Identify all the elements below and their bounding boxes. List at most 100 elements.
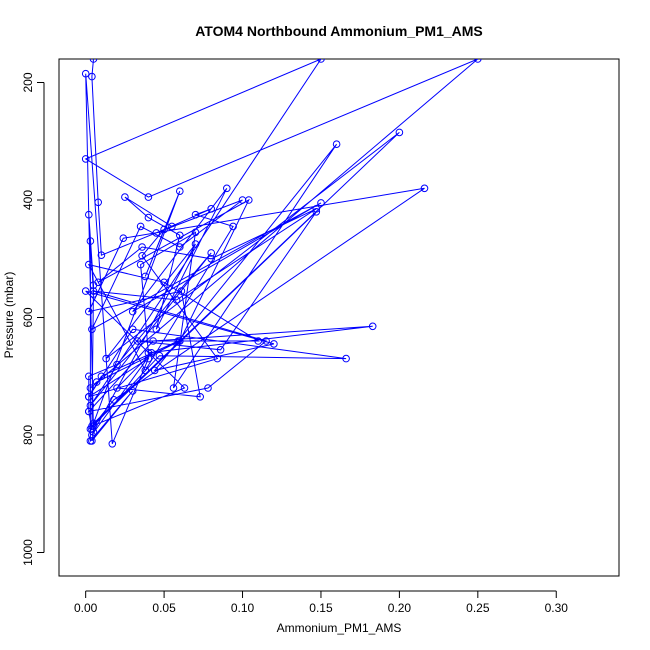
data-point — [342, 354, 350, 363]
data-point — [85, 393, 93, 401]
data-point — [196, 393, 204, 401]
y-tick-label: 800 — [21, 425, 35, 445]
data-point — [270, 340, 278, 348]
data-point — [128, 307, 137, 316]
data-point — [128, 325, 137, 334]
data-point — [176, 231, 184, 240]
data-point — [108, 440, 117, 448]
data-point — [88, 325, 96, 334]
x-tick-label: 0.15 — [309, 601, 333, 615]
data-point — [150, 366, 159, 375]
data-point — [191, 228, 200, 237]
data-point — [474, 59, 482, 63]
y-tick-label: 400 — [21, 190, 35, 210]
x-tick-label: 0.25 — [466, 601, 490, 615]
data-point — [89, 281, 98, 290]
data-point — [155, 351, 164, 360]
data-point — [144, 213, 153, 222]
data-point — [138, 243, 146, 251]
x-axis-label: Ammonium_PM1_AMS — [277, 621, 402, 635]
data-point — [133, 337, 142, 345]
data-point — [113, 384, 121, 392]
plot-area — [81, 59, 482, 448]
data-point — [147, 349, 156, 357]
data-point — [204, 384, 212, 392]
y-tick-label: 1000 — [21, 539, 35, 566]
data-point — [89, 59, 98, 63]
y-tick-label: 600 — [21, 307, 35, 327]
data-point — [128, 387, 137, 395]
data-point — [92, 378, 101, 386]
data-point — [121, 193, 129, 201]
data-point — [368, 322, 377, 331]
data-point — [86, 437, 95, 445]
data-point — [81, 69, 90, 78]
data-point — [89, 290, 98, 298]
data-point — [81, 155, 90, 163]
data-point — [85, 260, 93, 269]
x-tick-label: 0.30 — [545, 601, 569, 615]
data-point — [191, 240, 200, 248]
data-point — [395, 128, 404, 137]
data-point — [88, 72, 96, 81]
data-point — [312, 208, 321, 216]
data-point — [216, 346, 225, 354]
data-point — [94, 198, 102, 207]
y-axis-label: Pressure (mbar) — [2, 272, 16, 359]
y-axis: 200 400 600 800 1000 — [21, 72, 45, 566]
data-point — [168, 222, 176, 231]
data-point — [177, 287, 186, 295]
data-point — [138, 252, 146, 260]
data-point — [317, 59, 325, 63]
data-point — [149, 337, 157, 345]
data-point — [86, 237, 95, 245]
data-point — [245, 196, 253, 204]
data-point — [86, 401, 95, 410]
data-point — [213, 354, 222, 363]
data-point — [176, 243, 184, 251]
data-point — [160, 278, 168, 287]
data-point — [160, 225, 168, 234]
data-point — [229, 222, 237, 231]
x-tick-label: 0.10 — [231, 601, 255, 615]
data-point — [85, 210, 93, 219]
data-point — [136, 222, 145, 231]
series-line — [84, 59, 479, 444]
data-point — [332, 140, 341, 148]
data-point — [176, 187, 184, 195]
data-point — [88, 425, 96, 433]
data-point — [136, 260, 145, 269]
data-point — [207, 205, 215, 213]
series-points — [81, 59, 482, 448]
data-point — [97, 372, 106, 381]
data-point — [207, 254, 215, 263]
data-point — [223, 184, 231, 193]
data-point — [85, 372, 93, 381]
data-point — [86, 384, 95, 392]
data-point — [152, 229, 161, 237]
data-point — [262, 337, 270, 345]
data-point — [85, 307, 93, 316]
data-point — [172, 296, 181, 304]
data-point — [141, 272, 150, 281]
chart-title: ATOM4 Northbound Ammonium_PM1_AMS — [195, 23, 483, 39]
x-tick-label: 0.00 — [74, 601, 98, 615]
data-point — [141, 366, 150, 375]
data-point — [89, 287, 98, 295]
y-tick-label: 200 — [21, 72, 35, 92]
x-axis: 0.00 0.05 0.10 0.15 0.20 0.25 0.30 — [74, 590, 569, 615]
data-point — [144, 354, 153, 363]
data-point — [110, 396, 118, 404]
data-point — [312, 205, 321, 213]
series-lines — [84, 59, 479, 444]
data-point — [207, 249, 215, 257]
data-point — [97, 251, 106, 259]
data-point — [144, 193, 153, 201]
data-point — [169, 384, 178, 392]
data-point — [152, 325, 161, 334]
data-point — [113, 360, 121, 369]
data-point — [191, 210, 200, 219]
data-point — [176, 337, 184, 345]
data-point — [317, 199, 325, 207]
